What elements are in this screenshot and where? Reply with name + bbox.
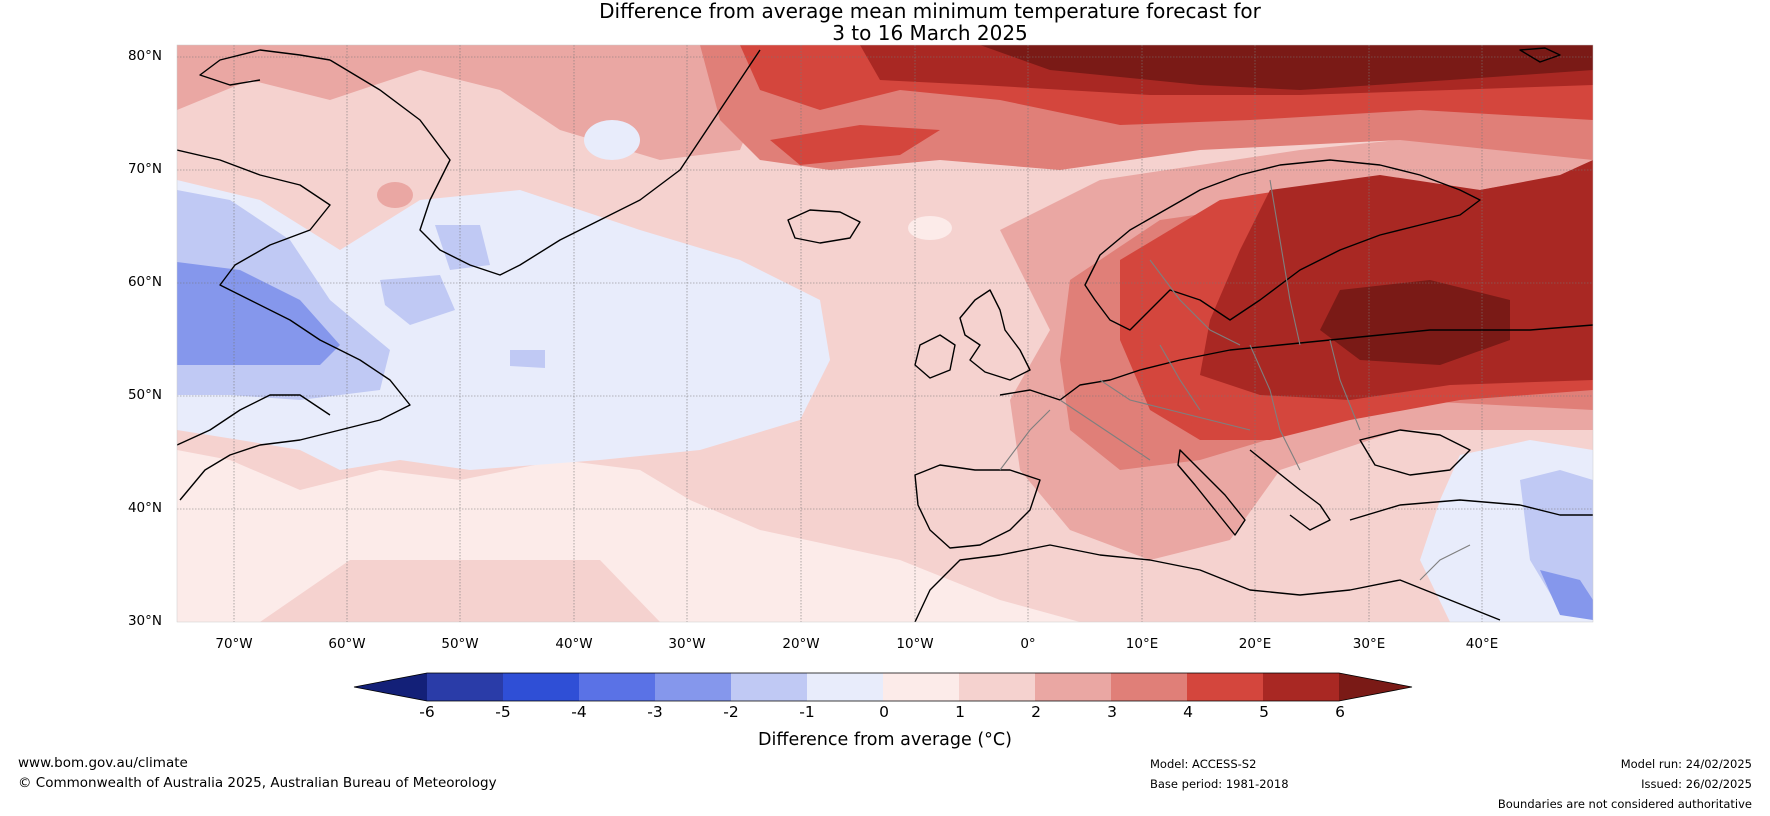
anomaly-spot [584,120,640,160]
model-run-text: Model run: 24/02/2025 [1620,757,1752,771]
lat-label-50n: 50°N [127,387,162,403]
issued-text: Issued: 26/02/2025 [1641,777,1752,791]
lon-label-40w: 40°W [555,636,593,652]
canada-coast [177,149,411,501]
colorbar-label: Difference from average (°C) [758,730,1012,750]
anomaly-spot [908,216,952,240]
colorbar-tick-label: 4 [1183,703,1193,721]
disclaimer-text: Boundaries are not considered authoritat… [1497,797,1752,811]
colorbar-segment [1187,673,1263,701]
lon-label-10w: 10°W [896,636,934,652]
lat-label-40n: 40°N [127,500,162,516]
map-title-line2: 3 to 16 March 2025 [832,21,1028,45]
colorbar-tick-label: 1 [955,703,965,721]
coastlines [177,47,1593,622]
colorbar-tick-label: 5 [1259,703,1269,721]
website-link[interactable]: www.bom.gov.au/climate [18,755,188,771]
colorbar-outline [353,672,1413,702]
colorbar-segment [883,673,959,701]
colorbar-segment [807,673,883,701]
italy-coast [1177,449,1246,536]
lat-label-30n: 30°N [127,613,162,629]
colorbar-tick-label: -3 [647,703,663,721]
map-title-line1: Difference from average mean minimum tem… [599,0,1261,23]
colorbar-tick-label: 0 [879,703,889,721]
colorbar-segment [1035,673,1111,701]
balkans-coast [1249,449,1331,531]
colorbar-segment [1111,673,1187,701]
base-period-text: Base period: 1981-2018 [1150,777,1289,791]
map-frame [176,44,1594,623]
lon-label-20w: 20°W [782,636,820,652]
svalbard-coast [1519,47,1561,63]
colorbar-segment [655,673,731,701]
lon-label-60w: 60°W [328,636,366,652]
model-text: Model: ACCESS-S2 [1150,757,1257,771]
ireland-coast [914,334,956,379]
colorbar-segment [731,673,807,701]
colorbar-extend-low [354,673,427,701]
country-borders [999,179,1471,581]
colorbar-segment [579,673,655,701]
lat-label-60n: 60°N [127,274,162,290]
colorbar-segment [1263,673,1339,701]
black-sea-coast [1359,429,1471,476]
iberia-coast [914,464,1041,549]
turkey-coast [1349,499,1593,521]
lon-label-40e: 40°E [1465,636,1499,652]
anomaly-above-6-region [980,45,1593,365]
copyright-text: © Commonwealth of Australia 2025, Austra… [18,775,497,791]
anomaly-spot [1182,420,1192,430]
lon-label-50w: 50°W [441,636,479,652]
lon-label-20e: 20°E [1238,636,1272,652]
colorbar-extend-high [1339,673,1412,701]
lon-label-0: 0° [1020,636,1036,652]
colorbar-tick-label: 2 [1031,703,1041,721]
colorbar [353,672,1413,702]
graticule [177,45,1593,622]
anomaly-spot [377,182,413,208]
anomaly-minus1-0-region [177,180,830,470]
lon-label-30e: 30°E [1352,636,1386,652]
colorbar-segment [959,673,1035,701]
uk-coast [959,289,1031,381]
lon-label-30w: 30°W [668,636,706,652]
lat-label-80n: 80°N [127,48,162,64]
lat-label-70n: 70°N [127,161,162,177]
colorbar-segment [427,673,503,701]
anomaly-field [177,45,1593,622]
lon-label-70w: 70°W [215,636,253,652]
scandinavia-coast [1084,159,1481,331]
greenland-coast [329,49,761,276]
colorbar-tick-label: 3 [1107,703,1117,721]
colorbar-tick-label: -1 [799,703,815,721]
colorbar-segment [503,673,579,701]
colorbar-tick-label: -4 [571,703,587,721]
colorbar-tick-label: -2 [723,703,739,721]
europe-coast [999,324,1593,401]
africa-coast [914,544,1501,622]
iceland-coast [787,209,861,244]
colorbar-tick-label: -6 [419,703,435,721]
colorbar-tick-label: 6 [1335,703,1345,721]
colorbar-tick-label: -5 [495,703,511,721]
lon-label-10e: 10°E [1125,636,1159,652]
